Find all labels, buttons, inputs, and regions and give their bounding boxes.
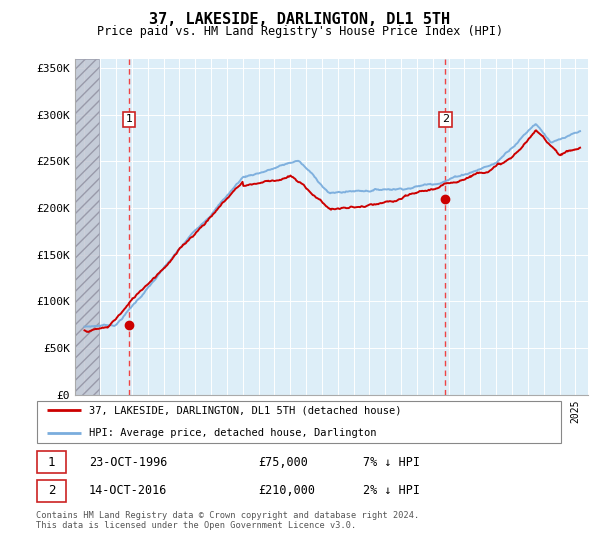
Text: 23-OCT-1996: 23-OCT-1996 — [89, 456, 167, 469]
Text: 2% ↓ HPI: 2% ↓ HPI — [364, 484, 421, 497]
Text: 1: 1 — [125, 114, 133, 124]
Text: 7% ↓ HPI: 7% ↓ HPI — [364, 456, 421, 469]
Text: 1: 1 — [48, 456, 55, 469]
Text: 14-OCT-2016: 14-OCT-2016 — [89, 484, 167, 497]
Bar — [75, 59, 99, 395]
Text: 2: 2 — [442, 114, 449, 124]
Text: HPI: Average price, detached house, Darlington: HPI: Average price, detached house, Darl… — [89, 428, 376, 438]
Text: Price paid vs. HM Land Registry's House Price Index (HPI): Price paid vs. HM Land Registry's House … — [97, 25, 503, 38]
Text: 37, LAKESIDE, DARLINGTON, DL1 5TH (detached house): 37, LAKESIDE, DARLINGTON, DL1 5TH (detac… — [89, 405, 401, 416]
Text: Contains HM Land Registry data © Crown copyright and database right 2024.
This d: Contains HM Land Registry data © Crown c… — [36, 511, 419, 530]
Text: £210,000: £210,000 — [258, 484, 315, 497]
Text: 37, LAKESIDE, DARLINGTON, DL1 5TH: 37, LAKESIDE, DARLINGTON, DL1 5TH — [149, 12, 451, 27]
FancyBboxPatch shape — [37, 451, 66, 473]
FancyBboxPatch shape — [37, 401, 562, 444]
FancyBboxPatch shape — [37, 480, 66, 502]
Bar — [75, 59, 99, 395]
Text: 2: 2 — [48, 484, 55, 497]
Text: £75,000: £75,000 — [258, 456, 308, 469]
